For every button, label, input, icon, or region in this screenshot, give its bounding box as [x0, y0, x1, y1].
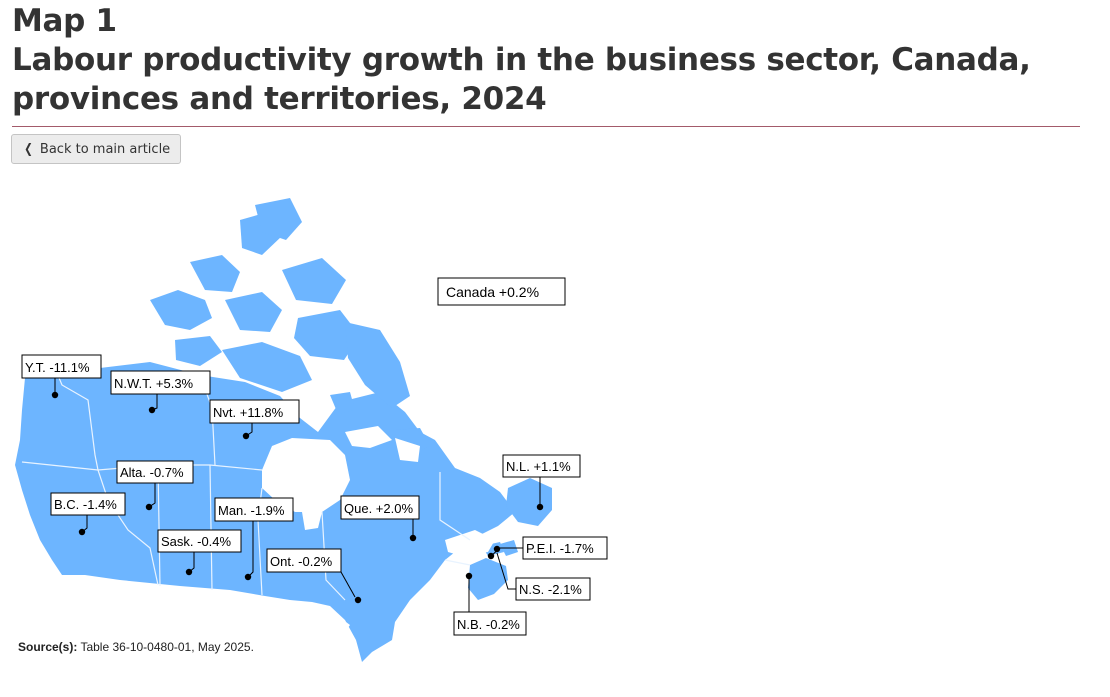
hudson-strait — [345, 426, 392, 448]
arctic-island — [282, 258, 346, 304]
map-title-line2: provinces and territories, 2024 — [12, 81, 547, 117]
marker-sask — [185, 568, 193, 576]
canada-label: Canada +0.2% — [437, 277, 566, 306]
region-label-text-bc: B.C. -1.4% — [54, 497, 117, 512]
marker-pei — [487, 552, 495, 560]
region-label-bc: B.C. -1.4% — [50, 492, 126, 516]
land-mass — [15, 198, 552, 662]
nova-scotia — [468, 558, 508, 600]
region-label-text-que: Que. +2.0% — [344, 501, 413, 516]
arctic-island — [330, 392, 355, 414]
newfoundland-island — [506, 478, 552, 526]
marker-alta — [145, 503, 153, 511]
region-label-text-man: Man. -1.9% — [218, 503, 285, 518]
region-label-yt: Y.T. -11.1% — [21, 354, 102, 379]
marker-bc — [78, 528, 86, 536]
map-title-line1: Labour productivity growth in the busine… — [12, 42, 1031, 78]
ungava-bay — [395, 438, 420, 462]
sask-man-border — [209, 464, 213, 591]
region-label-text-ns: N.S. -2.1% — [519, 582, 582, 597]
canada-label-text: Canada +0.2% — [446, 284, 539, 300]
arctic-island — [190, 255, 240, 292]
region-label-nvt: Nvt. +11.8% — [209, 399, 300, 424]
region-label-text-sask: Sask. -0.4% — [161, 534, 232, 549]
region-label-text-pei: P.E.I. -1.7% — [526, 541, 594, 556]
arctic-island — [294, 310, 360, 360]
marker-nvt — [242, 432, 250, 440]
que-nb-border — [444, 559, 471, 566]
arctic-island — [222, 342, 312, 392]
source-note: Source(s): Table 36-10-0480-01, May 2025… — [18, 640, 254, 654]
marker-ont — [354, 596, 362, 604]
region-markers — [51, 391, 544, 604]
region-label-text-nl: N.L. +1.1% — [506, 459, 571, 474]
marker-nwt — [148, 406, 156, 414]
region-label-text-nvt: Nvt. +11.8% — [213, 405, 284, 420]
region-label-text-alta: Alta. -0.7% — [120, 465, 184, 480]
region-label-sask: Sask. -0.4% — [157, 529, 242, 553]
marker-que — [409, 534, 417, 542]
source-label: Source(s): — [18, 640, 78, 654]
map-number: Map 1 — [12, 3, 117, 39]
marker-man — [244, 573, 252, 581]
title-divider — [12, 126, 1080, 127]
arctic-island — [255, 198, 302, 240]
marker-yt — [51, 391, 59, 399]
gulf-of-st-lawrence — [445, 530, 495, 556]
leader-line-ont — [340, 571, 356, 598]
marker-nb — [465, 572, 473, 580]
marker-ns — [493, 545, 501, 553]
arctic-island — [225, 292, 282, 332]
yt-nwt-border — [54, 367, 99, 471]
region-label-que: Que. +2.0% — [340, 495, 420, 520]
region-label-ont: Ont. -0.2% — [266, 548, 342, 573]
region-label-text-ont: Ont. -0.2% — [270, 554, 333, 569]
region-label-text-nb: N.B. -0.2% — [457, 617, 520, 632]
region-label-man: Man. -1.9% — [214, 497, 294, 522]
region-label-ns: N.S. -2.1% — [515, 577, 591, 601]
source-text: Table 36-10-0480-01, May 2025. — [77, 640, 254, 654]
great-lakes — [300, 604, 350, 636]
ont-que-border — [321, 511, 346, 601]
region-label-text-yt: Y.T. -11.1% — [25, 360, 90, 375]
marker-nl — [536, 503, 544, 511]
region-label-nb: N.B. -0.2% — [453, 611, 527, 636]
arctic-island — [345, 322, 410, 408]
que-nl-border — [439, 472, 471, 541]
region-label-pei: P.E.I. -1.7% — [522, 536, 608, 560]
alta-sask-border — [157, 464, 161, 587]
leader-line-ns — [496, 552, 516, 590]
arctic-island — [175, 336, 222, 366]
water-bodies — [262, 426, 495, 636]
back-button-label: Back to main article — [39, 141, 171, 157]
arctic-island — [395, 428, 430, 454]
region-label-alta: Alta. -0.7% — [116, 460, 194, 484]
region-label-nwt: N.W.T. +5.3% — [110, 370, 211, 395]
hudson-bay — [262, 438, 350, 512]
chevron-left-icon: ❮ — [24, 141, 33, 157]
back-to-main-article-button[interactable]: ❮ Back to main article — [11, 134, 182, 164]
region-label-nl: N.L. +1.1% — [502, 454, 581, 478]
region-label-text-nwt: N.W.T. +5.3% — [114, 376, 194, 391]
bc-alta-border — [97, 469, 159, 586]
region-labels: Y.T. -11.1% N.W.T. +5.3% Nvt. +11.8% Alta. … — [21, 354, 608, 636]
title-block: Map 1 Labour productivity growth in the … — [12, 2, 1082, 119]
james-bay — [302, 512, 322, 530]
arctic-island — [150, 290, 212, 330]
